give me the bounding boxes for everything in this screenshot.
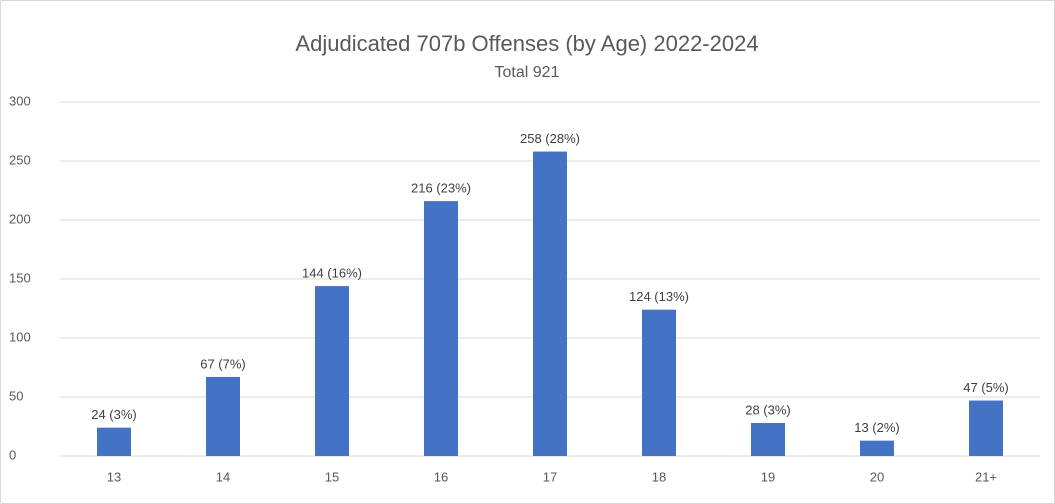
- chart-subtitle: Total 921: [495, 64, 560, 81]
- x-tick-label: 13: [107, 469, 121, 484]
- data-label: 24 (3%): [91, 407, 137, 422]
- data-label: 216 (23%): [411, 181, 471, 196]
- bar: [424, 201, 458, 456]
- data-label: 13 (2%): [854, 420, 900, 435]
- data-label: 47 (5%): [963, 380, 1009, 395]
- x-tick-label: 15: [325, 469, 339, 484]
- y-tick-label: 200: [9, 211, 31, 226]
- bar: [206, 376, 240, 456]
- x-tick-label: 21+: [975, 469, 997, 484]
- y-tick-label: 100: [9, 329, 31, 344]
- y-tick-label: 150: [9, 270, 31, 285]
- y-tick-label: 50: [9, 388, 23, 403]
- data-label: 258 (28%): [520, 131, 580, 146]
- bar: [860, 440, 894, 456]
- data-label: 144 (16%): [302, 266, 362, 281]
- bar: [315, 286, 349, 456]
- bar: [642, 309, 676, 456]
- x-tick-label: 17: [543, 469, 557, 484]
- x-tick-label: 14: [216, 469, 230, 484]
- x-tick-label: 19: [761, 469, 775, 484]
- y-tick-label: 0: [9, 447, 16, 462]
- x-tick-label: 16: [434, 469, 448, 484]
- y-tick-label: 250: [9, 152, 31, 167]
- bar: [97, 427, 131, 456]
- bar: [751, 422, 785, 456]
- x-tick-label: 20: [870, 469, 884, 484]
- chart-title: Adjudicated 707b Offenses (by Age) 2022-…: [295, 31, 758, 56]
- bar: [969, 400, 1003, 456]
- x-tick-label: 18: [652, 469, 666, 484]
- data-label: 124 (13%): [629, 289, 689, 304]
- y-tick-label: 300: [9, 93, 31, 108]
- data-label: 67 (7%): [200, 356, 246, 371]
- data-label: 28 (3%): [745, 402, 791, 417]
- bar: [533, 151, 567, 456]
